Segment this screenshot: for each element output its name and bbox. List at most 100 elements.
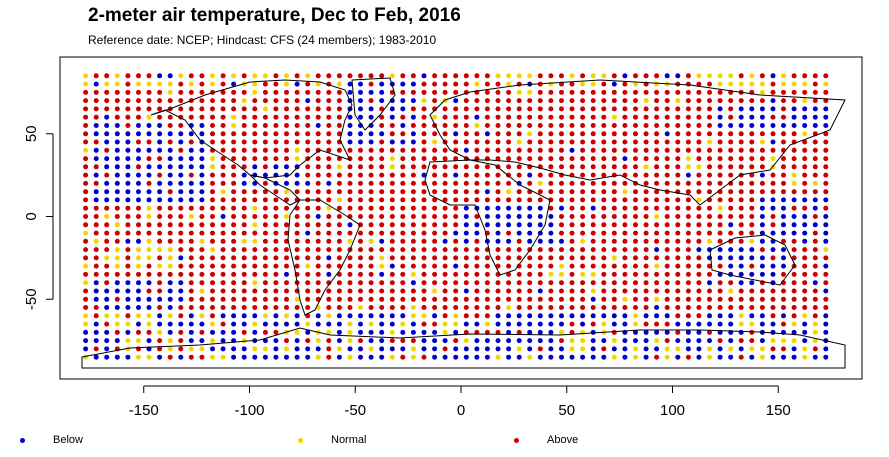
data-point-below — [368, 354, 374, 360]
data-point-above — [633, 238, 638, 244]
data-point-above — [527, 123, 533, 128]
data-point-above — [611, 280, 617, 286]
data-point-below — [696, 346, 702, 352]
data-point-above — [262, 329, 268, 335]
data-point-above — [696, 189, 702, 195]
data-point-below — [336, 354, 342, 360]
data-point-below — [125, 189, 131, 195]
data-point-above — [220, 296, 226, 302]
data-point-above — [728, 238, 734, 244]
data-point-below — [368, 329, 374, 335]
data-point-above — [421, 89, 427, 95]
data-point-below — [728, 263, 734, 269]
data-point-normal — [336, 164, 342, 170]
data-point-above — [516, 147, 522, 153]
data-point-above — [432, 280, 438, 286]
data-point-below — [421, 338, 427, 344]
data-point-above — [167, 139, 173, 145]
data-point-above — [484, 296, 490, 302]
data-point-above — [326, 114, 332, 120]
data-point-above — [696, 238, 702, 244]
data-point-above — [358, 197, 363, 203]
data-point-below — [178, 197, 184, 203]
data-point-normal — [675, 346, 681, 352]
data-point-normal — [199, 313, 205, 319]
data-point-above — [347, 147, 353, 153]
data-point-above — [537, 139, 543, 145]
data-point-normal — [379, 255, 385, 261]
data-point-above — [643, 73, 649, 79]
data-point-above — [241, 271, 247, 277]
data-point-normal — [580, 238, 586, 244]
data-point-normal — [622, 296, 628, 302]
data-point-above — [622, 98, 628, 104]
data-point-above — [379, 280, 385, 286]
data-point-above — [442, 172, 448, 178]
data-point-above — [611, 197, 617, 203]
data-point-above — [484, 280, 490, 286]
data-point-above — [590, 164, 596, 170]
data-point-normal — [199, 346, 205, 352]
data-point-below — [125, 197, 131, 203]
data-point-below — [400, 346, 406, 352]
data-point-above — [305, 164, 311, 170]
data-point-above — [389, 205, 395, 211]
data-point-above — [368, 214, 374, 219]
data-point-above — [284, 89, 289, 95]
data-point-above — [199, 205, 205, 211]
data-point-above — [622, 214, 628, 219]
data-point-normal — [410, 346, 416, 352]
data-point-normal — [548, 271, 554, 277]
data-point-above — [728, 156, 734, 162]
data-point-above — [210, 172, 215, 178]
data-point-above — [664, 197, 670, 203]
data-point-below — [167, 73, 173, 79]
data-point-below — [231, 346, 237, 352]
data-point-normal — [548, 81, 554, 87]
data-point-above — [527, 305, 533, 310]
data-point-above — [495, 329, 501, 335]
data-point-above — [262, 296, 268, 302]
data-point-above — [601, 189, 607, 195]
data-point-below — [273, 346, 279, 352]
data-point-below — [114, 156, 120, 162]
data-point-above — [252, 156, 258, 162]
data-point-above — [664, 147, 670, 153]
data-point-above — [305, 147, 311, 153]
data-point-normal — [410, 354, 416, 360]
data-point-above — [305, 123, 311, 128]
data-point-above — [146, 288, 152, 294]
data-point-above — [125, 114, 131, 120]
data-point-normal — [643, 98, 649, 104]
data-point-above — [812, 288, 818, 294]
data-point-below — [749, 280, 755, 286]
data-point-below — [781, 354, 786, 360]
data-point-above — [664, 156, 670, 162]
data-point-above — [654, 255, 660, 261]
data-point-above — [125, 205, 131, 211]
data-point-below — [136, 288, 141, 294]
data-point-above — [336, 89, 342, 95]
data-point-normal — [210, 354, 215, 360]
data-point-above — [643, 238, 649, 244]
data-point-above — [231, 89, 237, 95]
data-point-above — [537, 247, 543, 253]
data-point-above — [675, 89, 681, 95]
data-point-below — [590, 205, 596, 211]
data-point-above — [580, 131, 586, 137]
data-point-above — [738, 288, 744, 294]
data-point-above — [770, 214, 776, 219]
data-point-below — [368, 131, 374, 137]
data-point-above — [506, 280, 512, 286]
data-point-above — [125, 230, 131, 236]
data-point-above — [178, 338, 184, 344]
data-point-normal — [252, 321, 258, 327]
data-point-normal — [146, 321, 152, 327]
data-point-below — [802, 321, 808, 327]
data-point-above — [231, 180, 237, 186]
data-point-below — [358, 89, 363, 95]
data-point-above — [326, 156, 332, 162]
data-point-above — [231, 164, 237, 170]
data-point-below — [199, 147, 205, 153]
data-point-above — [136, 114, 141, 120]
